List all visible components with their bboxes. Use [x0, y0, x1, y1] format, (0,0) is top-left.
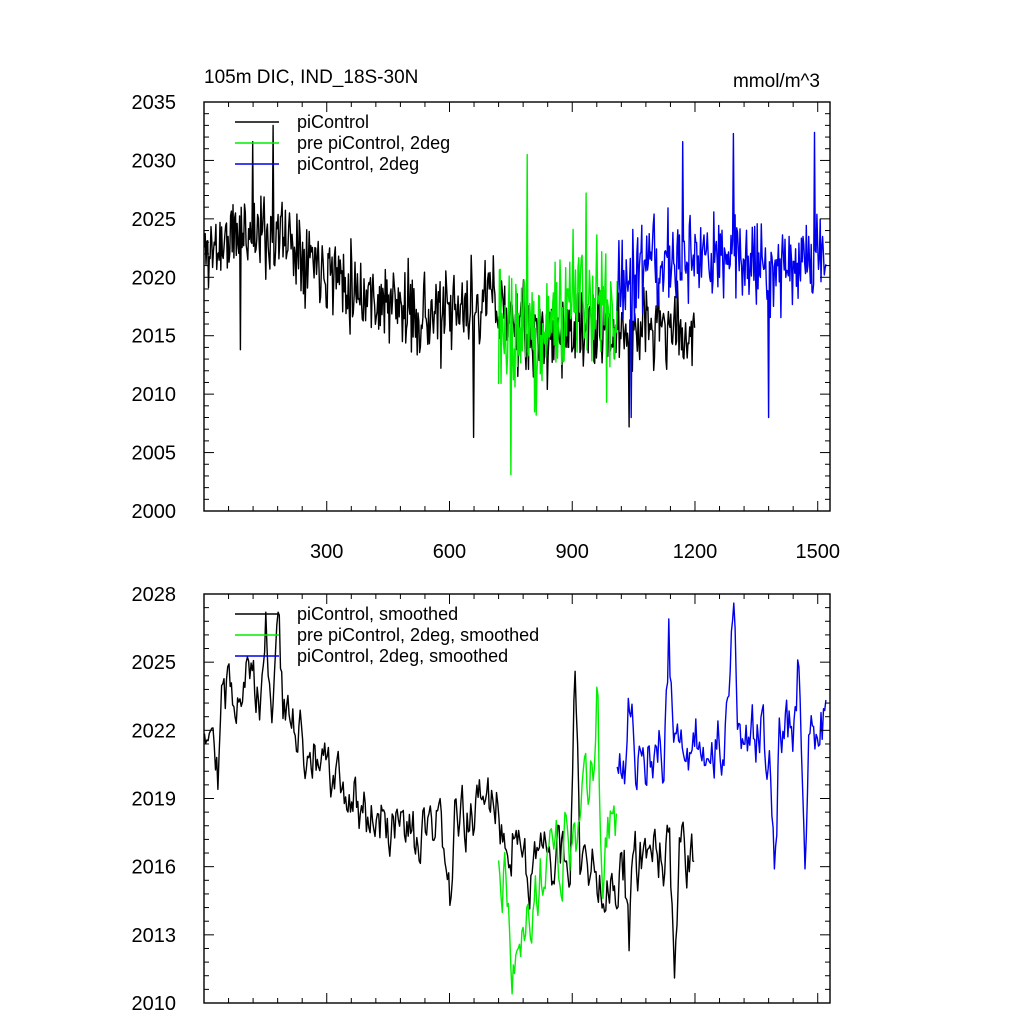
- legend-label: piControl, smoothed: [297, 604, 458, 624]
- legend-label: pre piControl, 2deg, smoothed: [297, 625, 539, 645]
- chart-title: 105m DIC, IND_18S-30N: [204, 67, 418, 88]
- x-tick-label: 900: [556, 541, 589, 563]
- y-tick-label: 2035: [132, 92, 177, 114]
- series-line-picontrol: [203, 124, 696, 439]
- y-tick-label: 2019: [132, 789, 177, 811]
- legend-label: piControl, 2deg: [297, 154, 419, 174]
- y-tick-label: 2013: [132, 925, 177, 947]
- y-tick-label: 2030: [132, 150, 177, 172]
- y-tick-label: 2010: [132, 384, 177, 406]
- legend-label: pre piControl, 2deg: [297, 133, 450, 153]
- y-tick-label: 2005: [132, 443, 177, 465]
- smoothed-y-tick-labels: 2010 2013 2016 2019 2022 2025 2028: [132, 584, 177, 1015]
- raw-series-layer: [203, 124, 827, 476]
- raw-dic-panel: 105m DIC, IND_18S-30N mmol/m^3 200020052…: [132, 67, 840, 563]
- x-tick-label: 1200: [673, 541, 718, 563]
- y-tick-label: 2022: [132, 720, 177, 742]
- y-tick-label: 2025: [132, 652, 177, 674]
- y-tick-label: 2020: [132, 267, 177, 289]
- plot-frame: [203, 101, 831, 512]
- raw-y-tick-labels: 2000 2005 2010 2015 2020 2025 2030 2035: [132, 92, 177, 523]
- x-tick-label: 300: [310, 541, 343, 563]
- units-label: mmol/m^3: [733, 71, 820, 92]
- legend-label: piControl, 2deg, smoothed: [297, 646, 508, 666]
- y-tick-label: 2025: [132, 209, 177, 231]
- raw-ticks: [204, 101, 830, 512]
- x-tick-label: 1500: [795, 541, 840, 563]
- y-tick-label: 2016: [132, 857, 177, 879]
- y-tick-label: 2015: [132, 326, 177, 348]
- series-line-picontrol-smoothed: [203, 611, 695, 979]
- legend-label: piControl: [297, 112, 369, 132]
- raw-x-tick-labels: 300 600 900 1200 1500: [310, 541, 840, 563]
- series-line-picontrol-2deg: [616, 131, 827, 419]
- series-line-pre-picontrol-2deg-smoothed: [497, 686, 618, 995]
- smoothed-series-layer: [203, 602, 827, 995]
- y-tick-label: 2028: [132, 584, 177, 606]
- smoothed-dic-panel: 2010 2013 2016 2019 2022 2025 2028 piControl, …: [132, 584, 831, 1015]
- series-line-picontrol-2deg-smoothed: [616, 602, 827, 870]
- y-tick-label: 2010: [132, 993, 177, 1015]
- smoothed-ticks: [204, 593, 830, 1004]
- x-tick-label: 600: [433, 541, 466, 563]
- series-line-pre-picontrol-2deg: [497, 153, 618, 476]
- y-tick-label: 2000: [132, 501, 177, 523]
